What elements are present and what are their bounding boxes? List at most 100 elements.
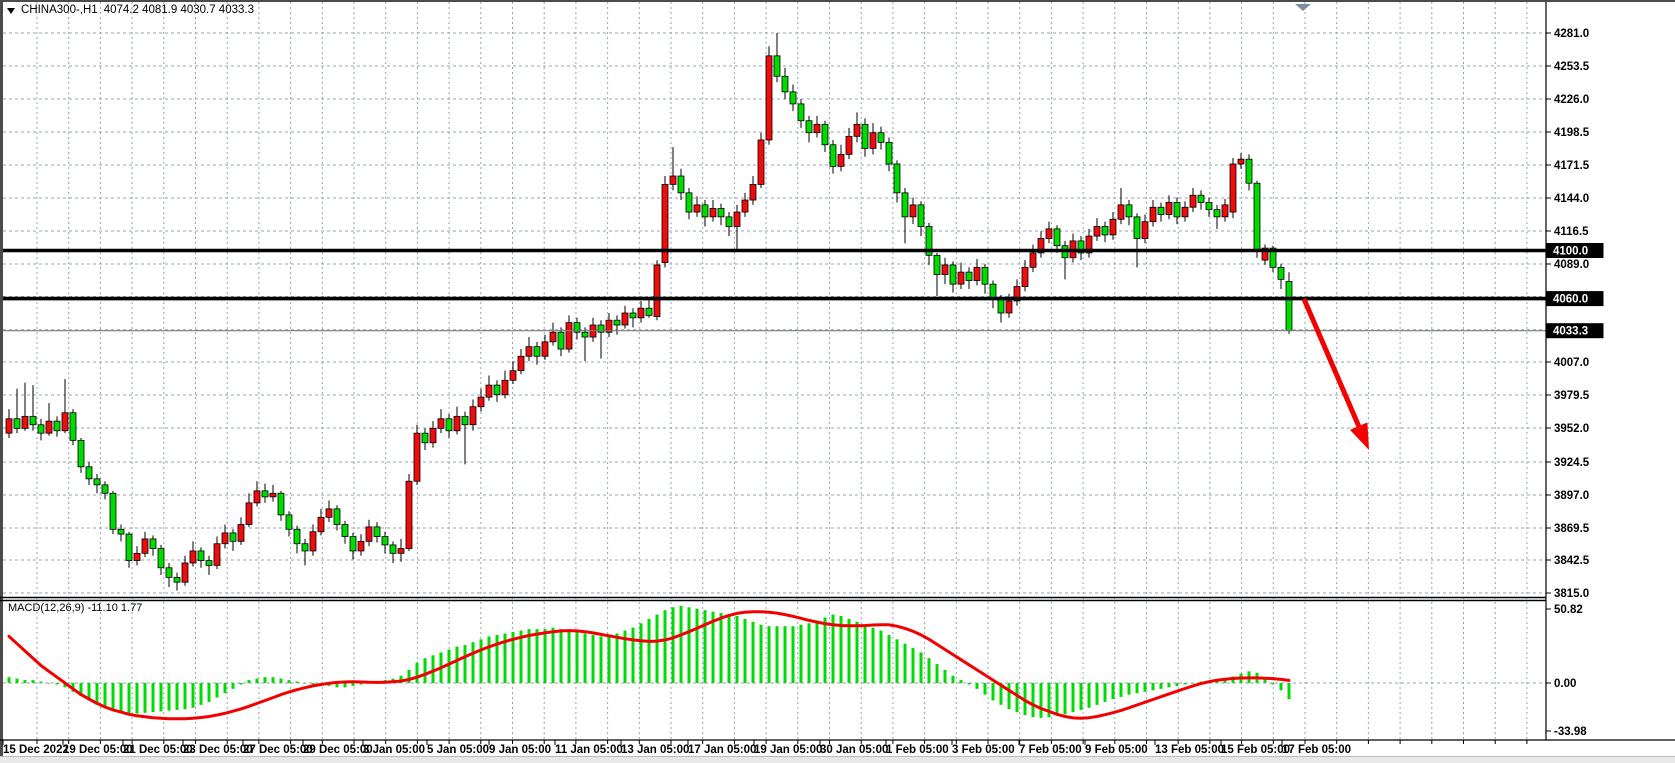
time-axis-label: 1 Feb 05:00 <box>886 744 949 756</box>
level-lines[interactable] <box>3 248 1546 301</box>
macd-bar <box>311 683 315 685</box>
time-axis-label: 21 Dec 05:00 <box>123 744 193 756</box>
candle-body <box>525 346 533 357</box>
macd-bar <box>159 683 163 712</box>
candle-body <box>165 567 173 578</box>
macd-bar <box>535 629 539 683</box>
trend-arrow-head[interactable] <box>1350 422 1369 450</box>
symbol-label: CHINA300-,H1 <box>21 4 98 16</box>
macd-bar <box>167 683 171 711</box>
window-left-edge <box>0 0 3 763</box>
macd-bar <box>1151 683 1155 691</box>
candle-body <box>749 184 757 201</box>
trend-arrow[interactable] <box>1301 298 1369 450</box>
time-axis-label: 11 Jan 05:00 <box>555 744 623 756</box>
candle-body <box>29 415 37 426</box>
macd-bar <box>567 630 571 683</box>
macd-bar <box>1071 683 1075 713</box>
macd-bar <box>1079 683 1083 710</box>
candle-body <box>157 548 165 569</box>
candle-body <box>813 123 821 134</box>
candle-body <box>1037 238 1045 254</box>
macd-bar <box>1015 683 1019 713</box>
macd-bar <box>295 681 299 683</box>
macd-bar <box>7 677 11 683</box>
macd-bar <box>231 683 235 689</box>
candle-body <box>805 120 813 134</box>
candle-body <box>821 123 829 146</box>
price-axis-label: 3924.5 <box>1554 457 1590 469</box>
macd-bar <box>55 683 59 685</box>
symbol-dropdown-icon[interactable] <box>7 7 15 14</box>
candle-body <box>1117 204 1125 220</box>
macd-bar <box>487 636 491 683</box>
candle-body <box>709 208 717 218</box>
candle-body <box>389 544 397 554</box>
candle-body <box>117 528 125 535</box>
macd-indicator-label: MACD(12,26,9) -11.10 1.77 <box>8 602 143 614</box>
macd-bar <box>951 675 955 683</box>
price-axis[interactable]: 4281.0 4253.5 4226.0 4198.5 4171.5 4144.0 4116… <box>1546 28 1604 738</box>
macd-bar <box>511 632 515 683</box>
candle-body <box>397 548 405 554</box>
macd-bar <box>135 683 139 714</box>
candle-body <box>341 524 349 537</box>
macd-bar <box>1127 683 1131 695</box>
candle-body <box>1229 163 1237 213</box>
macd-bar <box>1279 683 1283 691</box>
macd-bar <box>831 614 835 683</box>
macd-bar <box>263 677 267 683</box>
candle-body <box>453 415 461 432</box>
macd-bar <box>991 683 995 701</box>
macd-bar <box>1055 683 1059 716</box>
candle-body <box>597 324 605 333</box>
candle-body <box>77 439 85 468</box>
macd-bar <box>599 636 603 683</box>
candle-body <box>213 543 221 566</box>
candle-body <box>181 562 189 583</box>
candle-body <box>1101 226 1109 236</box>
candle-body <box>1045 228 1053 239</box>
chart-shift-marker-icon[interactable] <box>1295 4 1311 11</box>
candle-body <box>109 492 117 530</box>
macd-bar <box>1263 677 1267 683</box>
macd-bar <box>343 683 347 688</box>
trend-arrow-shaft[interactable] <box>1301 298 1364 433</box>
candle-body <box>1021 266 1029 287</box>
time-axis-label: 13 Feb 05:00 <box>1155 744 1224 756</box>
macd-bar <box>495 634 499 683</box>
macd-axis-label: 0.00 <box>1554 678 1576 690</box>
macd-bar <box>23 680 27 683</box>
price-axis-label: 3815.0 <box>1554 588 1589 600</box>
macd-bar <box>247 680 251 683</box>
candle-body <box>733 211 741 227</box>
candle-body <box>357 540 365 552</box>
macd-bar <box>31 680 35 683</box>
price-axis-label: 3952.0 <box>1554 423 1589 435</box>
macd-bar <box>719 613 723 683</box>
candle-body <box>309 531 317 552</box>
macd-bar <box>679 605 683 683</box>
macd-bar <box>1119 683 1123 697</box>
price-axis-label: 3842.5 <box>1554 555 1590 567</box>
time-axis-label: 7 Feb 05:00 <box>1019 744 1082 756</box>
candle-body <box>205 560 213 566</box>
macd-bar <box>359 683 363 685</box>
candle-body <box>485 384 493 398</box>
price-axis-label: 3897.0 <box>1554 490 1589 502</box>
macd-bar <box>1167 683 1171 688</box>
candle-body <box>1197 194 1205 203</box>
macd-bar <box>479 639 483 683</box>
candle-body <box>565 322 573 350</box>
candle-body <box>1013 286 1021 302</box>
candle-body <box>949 264 957 285</box>
price-axis-label: 4144.0 <box>1554 193 1589 205</box>
macd-bar <box>527 629 531 683</box>
candle-body <box>421 432 429 444</box>
candle-body <box>149 538 157 549</box>
macd-bar <box>191 683 195 708</box>
time-axis-label: 23 Dec 05:00 <box>183 744 253 756</box>
time-axis-label: 3 Jan 05:00 <box>363 744 425 756</box>
